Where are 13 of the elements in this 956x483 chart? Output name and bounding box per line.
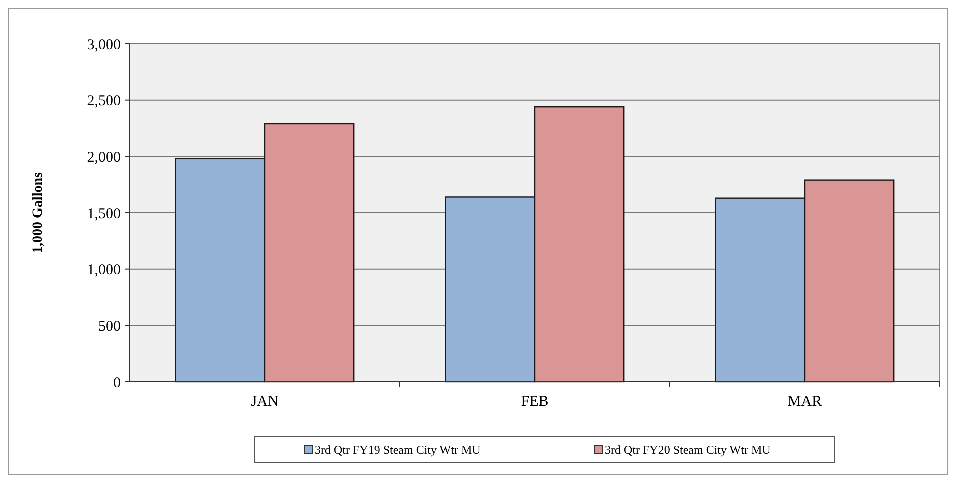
x-tick-label: FEB: [521, 394, 549, 410]
y-tick-label: 500: [98, 318, 121, 335]
y-axis-title: 1,000 Gallons: [31, 172, 46, 254]
y-tick-label: 1,000: [87, 262, 121, 279]
x-tick-label: MAR: [788, 394, 822, 410]
y-tick-label: 1,500: [87, 206, 121, 222]
y-tick-label: 2,000: [87, 150, 121, 166]
legend-label: 3rd Qtr FY20 Steam City Wtr MU: [605, 443, 772, 458]
legend-label: 3rd Qtr FY19 Steam City Wtr MU: [315, 443, 482, 458]
x-tick-label: JAN: [251, 394, 279, 410]
y-tick-label: 3,000: [87, 37, 121, 54]
y-tick-label: 0: [114, 375, 121, 392]
y-tick-label: 2,500: [87, 94, 121, 110]
